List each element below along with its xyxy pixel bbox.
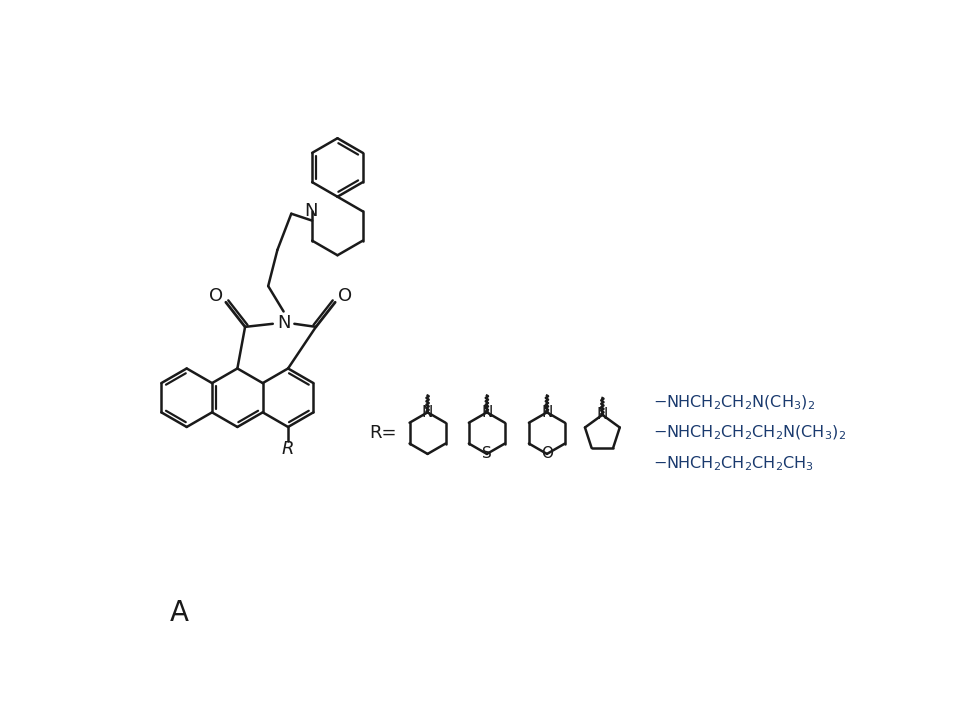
Text: $-\mathsf{NHCH_2CH_2CH_2CH_3}$: $-\mathsf{NHCH_2CH_2CH_2CH_3}$ [653,455,814,474]
Text: $-\mathsf{NHCH_2CH_2CH_2N(CH_3)_2}$: $-\mathsf{NHCH_2CH_2CH_2N(CH_3)_2}$ [653,424,846,443]
Text: O: O [338,287,352,305]
Text: N: N [481,405,493,420]
Text: N: N [277,314,290,332]
Text: N: N [596,407,608,422]
Text: $-\mathsf{NHCH_2CH_2N(CH_3)_2}$: $-\mathsf{NHCH_2CH_2N(CH_3)_2}$ [653,393,815,412]
Text: R=: R= [369,424,397,442]
Text: R: R [282,440,294,458]
Text: N: N [305,201,318,219]
Text: A: A [169,599,189,627]
Text: O: O [541,446,553,461]
Text: N: N [541,405,553,420]
Text: O: O [209,287,223,305]
Text: N: N [422,405,434,420]
Text: S: S [482,446,492,461]
